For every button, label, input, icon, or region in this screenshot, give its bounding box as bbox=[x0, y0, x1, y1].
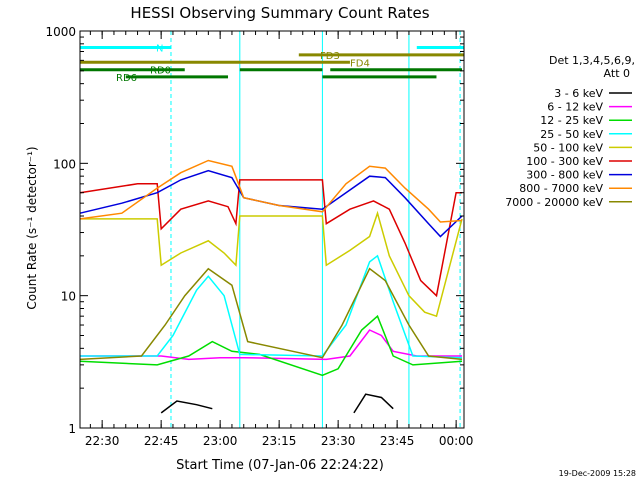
series-line-6 bbox=[79, 169, 463, 238]
flag-label-rd0: RD0 bbox=[150, 66, 171, 77]
flag-label-fd4: FD4 bbox=[350, 58, 370, 69]
legend-label-6: 300 - 800 keV bbox=[526, 169, 603, 182]
legend-label-1: 6 - 12 keV bbox=[547, 101, 603, 114]
x-tick-label-1: 22:45 bbox=[144, 434, 179, 448]
series-line-5 bbox=[79, 179, 462, 298]
series-line-0 bbox=[160, 393, 394, 414]
legend-header-line-2: Att 0 bbox=[604, 67, 630, 80]
legend-label-0: 3 - 6 keV bbox=[554, 87, 603, 100]
flag-label-n: N bbox=[156, 44, 163, 55]
plot-frame bbox=[79, 30, 465, 429]
x-tick-label-3: 23:15 bbox=[262, 434, 297, 448]
chart-title: HESSI Observing Summary Count Rates bbox=[130, 4, 429, 22]
legend-label-5: 100 - 300 keV bbox=[526, 155, 603, 168]
series-line-8 bbox=[79, 267, 463, 361]
series-line-7 bbox=[79, 159, 463, 223]
legend-label-3: 25 - 50 keV bbox=[540, 128, 603, 141]
flag-label-fd3: FD3 bbox=[320, 51, 340, 62]
legend-label-7: 800 - 7000 keV bbox=[519, 182, 603, 195]
y-tick-label-1: 10 bbox=[61, 290, 76, 304]
series-line-1 bbox=[80, 329, 462, 361]
flag-label-rd6: RD6 bbox=[116, 73, 137, 84]
y-tick-label-3: 1000 bbox=[45, 25, 76, 39]
x-tick-label-4: 23:30 bbox=[321, 434, 356, 448]
series-line-3 bbox=[80, 254, 463, 359]
y-tick-label-2: 100 bbox=[53, 157, 76, 171]
footer-timestamp: 19-Dec-2009 15:28 bbox=[559, 469, 636, 478]
y-tick-label-0: 1 bbox=[68, 422, 76, 436]
x-axis-label: Start Time (07-Jan-06 22:24:22) bbox=[176, 458, 384, 473]
series-line-4 bbox=[80, 210, 463, 318]
legend-label-4: 50 - 100 keV bbox=[533, 141, 603, 154]
x-tick-label-0: 22:30 bbox=[85, 434, 120, 448]
x-tick-label-2: 23:00 bbox=[203, 434, 238, 448]
legend-label-8: 7000 - 20000 keV bbox=[505, 196, 603, 209]
series-line-2 bbox=[79, 314, 463, 377]
x-tick-label-6: 00:00 bbox=[439, 434, 474, 448]
y-axis-label: Count Rate (s⁻¹ detector⁻¹) bbox=[25, 146, 39, 309]
x-tick-label-5: 23:45 bbox=[380, 434, 415, 448]
legend-label-2: 12 - 25 keV bbox=[540, 114, 603, 127]
legend-header-line-1: Det 1,3,4,5,6,9, bbox=[549, 54, 635, 67]
